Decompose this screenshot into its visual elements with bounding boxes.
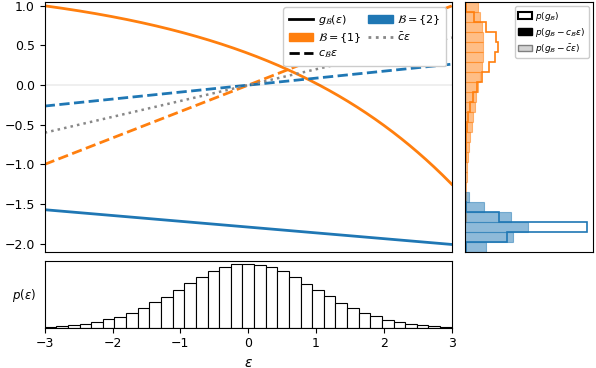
- Bar: [465, 172, 467, 182]
- Bar: [161, 297, 173, 328]
- Bar: [359, 313, 370, 328]
- Bar: [184, 283, 196, 328]
- Bar: [465, 62, 482, 72]
- Bar: [173, 290, 184, 328]
- Legend: $p(g_{\mathcal{B}})$, $p(g_{\mathcal{B}}-c_{\mathcal{B}}\epsilon)$, $p(g_{\mathc: $p(g_{\mathcal{B}})$, $p(g_{\mathcal{B}}…: [515, 6, 588, 58]
- Bar: [266, 267, 277, 328]
- Bar: [219, 267, 231, 328]
- Bar: [370, 316, 382, 328]
- Bar: [429, 326, 440, 328]
- Bar: [465, 72, 480, 82]
- Bar: [465, 152, 468, 162]
- Bar: [465, 192, 469, 202]
- Y-axis label: $p(\epsilon)$: $p(\epsilon)$: [13, 287, 36, 304]
- Bar: [465, 232, 513, 242]
- Bar: [465, 132, 470, 142]
- Bar: [231, 264, 243, 328]
- Bar: [405, 324, 417, 328]
- Bar: [465, 2, 478, 12]
- Bar: [57, 326, 68, 328]
- Bar: [465, 202, 484, 212]
- Bar: [465, 162, 467, 172]
- Bar: [300, 284, 312, 328]
- Bar: [417, 325, 429, 328]
- Bar: [465, 82, 478, 92]
- Bar: [254, 265, 266, 328]
- Bar: [196, 277, 207, 328]
- Bar: [465, 22, 482, 32]
- Bar: [465, 12, 480, 22]
- Bar: [465, 212, 511, 222]
- Legend: $g_{\mathcal{B}}(\epsilon)$, $\mathcal{B}=\{1\}$, $c_{\mathcal{B}}\epsilon$, $\m: $g_{\mathcal{B}}(\epsilon)$, $\mathcal{B…: [283, 7, 446, 66]
- Bar: [347, 308, 359, 328]
- Bar: [465, 122, 471, 132]
- Bar: [91, 322, 103, 328]
- Bar: [465, 102, 475, 112]
- Bar: [103, 319, 114, 328]
- Bar: [68, 325, 80, 328]
- Bar: [80, 324, 91, 328]
- Bar: [465, 92, 476, 102]
- Bar: [440, 327, 452, 328]
- X-axis label: $\epsilon$: $\epsilon$: [244, 356, 253, 368]
- Bar: [324, 296, 336, 328]
- Bar: [243, 264, 254, 328]
- Bar: [465, 222, 527, 232]
- Bar: [114, 317, 126, 328]
- Bar: [207, 272, 219, 328]
- Bar: [465, 182, 467, 192]
- Bar: [312, 290, 324, 328]
- Bar: [138, 308, 150, 328]
- Bar: [336, 302, 347, 328]
- Bar: [465, 42, 483, 52]
- Bar: [465, 192, 466, 202]
- Bar: [465, 32, 483, 42]
- Bar: [382, 320, 393, 328]
- Bar: [465, 242, 486, 252]
- Bar: [289, 277, 300, 328]
- Bar: [465, 52, 483, 62]
- Bar: [465, 202, 466, 212]
- Bar: [150, 302, 161, 328]
- Bar: [465, 112, 473, 122]
- Bar: [465, 142, 469, 152]
- Bar: [45, 326, 57, 328]
- Bar: [277, 271, 289, 328]
- Bar: [393, 322, 405, 328]
- Bar: [126, 313, 138, 328]
